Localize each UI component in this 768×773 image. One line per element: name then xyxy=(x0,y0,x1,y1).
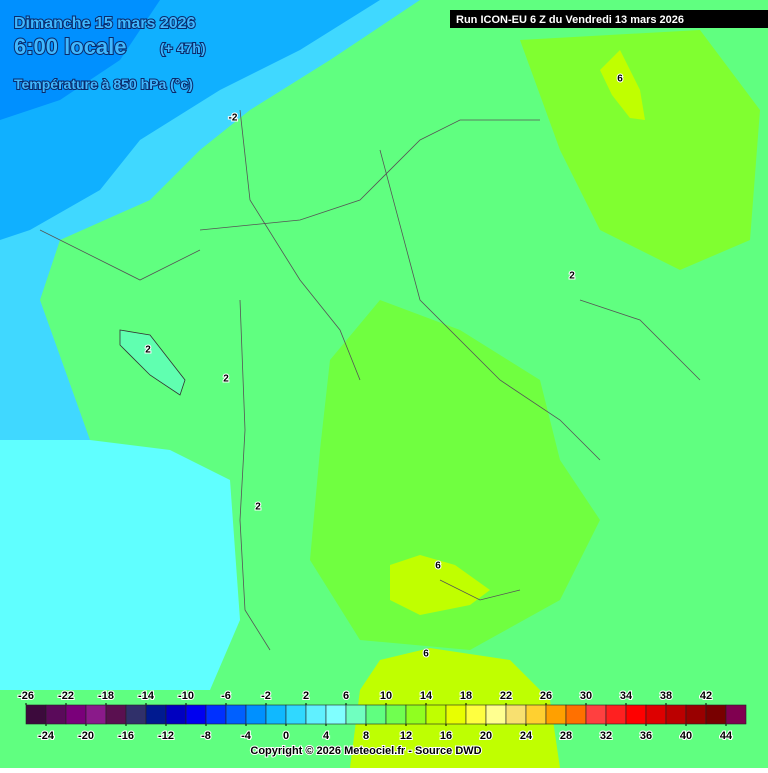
color-cell xyxy=(545,704,567,725)
contour-label: -2 xyxy=(229,113,238,124)
date-label: Dimanche 15 mars 2026 xyxy=(14,15,196,32)
colorbar-label: 18 xyxy=(460,690,472,702)
time-label: 6:00 locale xyxy=(14,34,127,59)
warm-zone xyxy=(310,300,600,650)
colorbar-label: -26 xyxy=(18,690,34,702)
color-cell xyxy=(725,704,747,725)
color-cell xyxy=(705,704,727,725)
contour-label: 2 xyxy=(569,271,575,282)
color-cell xyxy=(125,704,147,725)
colorbar-label: 16 xyxy=(440,730,452,742)
color-cell xyxy=(65,704,87,725)
colorbar-label: -18 xyxy=(98,690,114,702)
colorbar-label: 38 xyxy=(660,690,672,702)
color-cell xyxy=(85,704,107,725)
colorbar-label: -2 xyxy=(261,690,271,702)
color-cell xyxy=(45,704,67,725)
color-cell xyxy=(505,704,527,725)
contour-label: 2 xyxy=(145,345,151,356)
colorbar-label: 6 xyxy=(343,690,349,702)
contour-label: 6 xyxy=(617,74,623,85)
field-label: Température à 850 hPa (°c) xyxy=(14,76,193,92)
run-box xyxy=(450,10,768,28)
colorbar-label: 0 xyxy=(283,730,289,742)
sea-zone xyxy=(0,440,240,690)
color-cell xyxy=(485,704,507,725)
color-cell xyxy=(465,704,487,725)
colorbar-label: 10 xyxy=(380,690,392,702)
colorbar-label: 14 xyxy=(420,690,433,702)
colorbar-label: 22 xyxy=(500,690,512,702)
color-cell xyxy=(445,704,467,725)
color-cell xyxy=(185,704,207,725)
contour-label: 6 xyxy=(435,561,441,572)
color-cell xyxy=(605,704,627,725)
color-cell xyxy=(385,704,407,725)
color-cell xyxy=(525,704,547,725)
color-cell xyxy=(645,704,667,725)
colorbar-label: -20 xyxy=(78,730,94,742)
lead-label: (+ 47h) xyxy=(160,40,206,56)
color-cell xyxy=(305,704,327,725)
color-cell xyxy=(565,704,587,725)
colorbar-label: -4 xyxy=(241,730,252,742)
warm-patch xyxy=(390,555,490,615)
color-cell xyxy=(285,704,307,725)
warm-patch xyxy=(600,50,645,120)
colorbar-label: -14 xyxy=(138,690,155,702)
color-cell xyxy=(145,704,167,725)
colorbar-label: -22 xyxy=(58,690,74,702)
color-cell xyxy=(325,704,347,725)
color-cell xyxy=(365,704,387,725)
colorbar-label: 36 xyxy=(640,730,652,742)
colorbar-label: -16 xyxy=(118,730,134,742)
colorbar-label: 20 xyxy=(480,730,492,742)
colorbar-label: 8 xyxy=(363,730,369,742)
border-lines xyxy=(39,109,701,651)
color-cell xyxy=(265,704,287,725)
warm-zone xyxy=(520,30,760,270)
color-cell xyxy=(245,704,267,725)
colorbar-label: 24 xyxy=(520,730,533,742)
cold-zone xyxy=(0,0,160,120)
colorbar-label: 34 xyxy=(620,690,633,702)
colorbar-label: 2 xyxy=(303,690,309,702)
color-cell xyxy=(585,704,607,725)
colorbar-label: 32 xyxy=(600,730,612,742)
color-cell xyxy=(345,704,367,725)
colorbar-label: -10 xyxy=(178,690,194,702)
colorbar-label: 26 xyxy=(540,690,552,702)
color-cell xyxy=(405,704,427,725)
run-label: Run ICON-EU 6 Z du Vendredi 13 mars 2026 xyxy=(456,14,684,26)
color-cell xyxy=(205,704,227,725)
color-cell xyxy=(625,704,647,725)
colorbar-label: 40 xyxy=(680,730,692,742)
colorbar-label: 30 xyxy=(580,690,592,702)
colorbar-label: -24 xyxy=(38,730,55,742)
color-cell xyxy=(685,704,707,725)
color-cell xyxy=(225,704,247,725)
colorbar-label: 12 xyxy=(400,730,412,742)
color-cell xyxy=(25,704,47,725)
colorbar-label: -6 xyxy=(221,690,231,702)
copyright: Copyright © 2026 Meteociel.fr - Source D… xyxy=(250,745,481,757)
color-cell xyxy=(165,704,187,725)
contour-label: 2 xyxy=(223,374,229,385)
colorbar-label: 42 xyxy=(700,690,712,702)
color-cell xyxy=(425,704,447,725)
color-cell xyxy=(105,704,127,725)
colorbar-label: -8 xyxy=(201,730,211,742)
colorbar-label: 44 xyxy=(720,730,733,742)
contour-label: 2 xyxy=(255,502,261,513)
colorbar-label: -12 xyxy=(158,730,174,742)
contour-label: 6 xyxy=(423,649,429,660)
colorbar-label: 28 xyxy=(560,730,572,742)
colorbar-label: 4 xyxy=(323,730,330,742)
color-cell xyxy=(665,704,687,725)
cold-patch xyxy=(119,329,186,396)
